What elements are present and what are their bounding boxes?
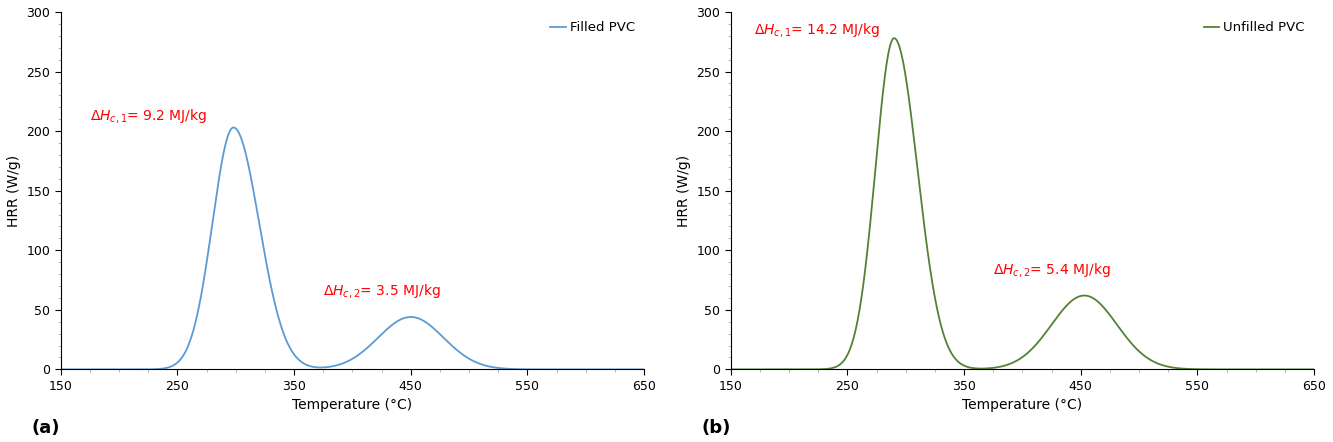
Filled PVC: [307, 365, 323, 370]
Unfilled PVC: [977, 366, 993, 371]
Unfilled PVC: [1242, 367, 1258, 372]
Y-axis label: HRR (W/g): HRR (W/g): [7, 155, 21, 227]
X-axis label: Temperature (°C): Temperature (°C): [292, 398, 412, 412]
Filled PVC: [648, 367, 664, 372]
Text: $\Delta H_{c,2}$= 3.5 MJ/kg: $\Delta H_{c,2}$= 3.5 MJ/kg: [324, 282, 441, 300]
Legend: Filled PVC: Filled PVC: [545, 16, 640, 39]
Filled PVC: [572, 367, 588, 372]
X-axis label: Temperature (°C): Temperature (°C): [962, 398, 1082, 412]
Text: $\Delta H_{c,1}$= 14.2 MJ/kg: $\Delta H_{c,1}$= 14.2 MJ/kg: [754, 21, 880, 39]
Text: (a): (a): [32, 419, 60, 438]
Line: Filled PVC: Filled PVC: [61, 128, 656, 370]
Text: (b): (b): [701, 419, 730, 438]
Unfilled PVC: [826, 365, 842, 370]
Unfilled PVC: [790, 367, 806, 372]
Y-axis label: HRR (W/g): HRR (W/g): [677, 155, 690, 227]
Filled PVC: [281, 344, 297, 349]
Filled PVC: [636, 367, 652, 372]
Filled PVC: [121, 367, 137, 372]
Filled PVC: [225, 125, 241, 130]
Unfilled PVC: [722, 367, 738, 372]
Filled PVC: [53, 367, 69, 372]
Unfilled PVC: [886, 35, 902, 41]
Text: $\Delta H_{c,1}$= 9.2 MJ/kg: $\Delta H_{c,1}$= 9.2 MJ/kg: [89, 107, 207, 125]
Unfilled PVC: [952, 360, 968, 365]
Legend: Unfilled PVC: Unfilled PVC: [1198, 16, 1310, 39]
Unfilled PVC: [1306, 367, 1322, 372]
Text: $\Delta H_{c,2}$= 5.4 MJ/kg: $\Delta H_{c,2}$= 5.4 MJ/kg: [993, 262, 1110, 279]
Unfilled PVC: [1318, 367, 1333, 372]
Line: Unfilled PVC: Unfilled PVC: [730, 38, 1326, 370]
Filled PVC: [156, 366, 172, 371]
